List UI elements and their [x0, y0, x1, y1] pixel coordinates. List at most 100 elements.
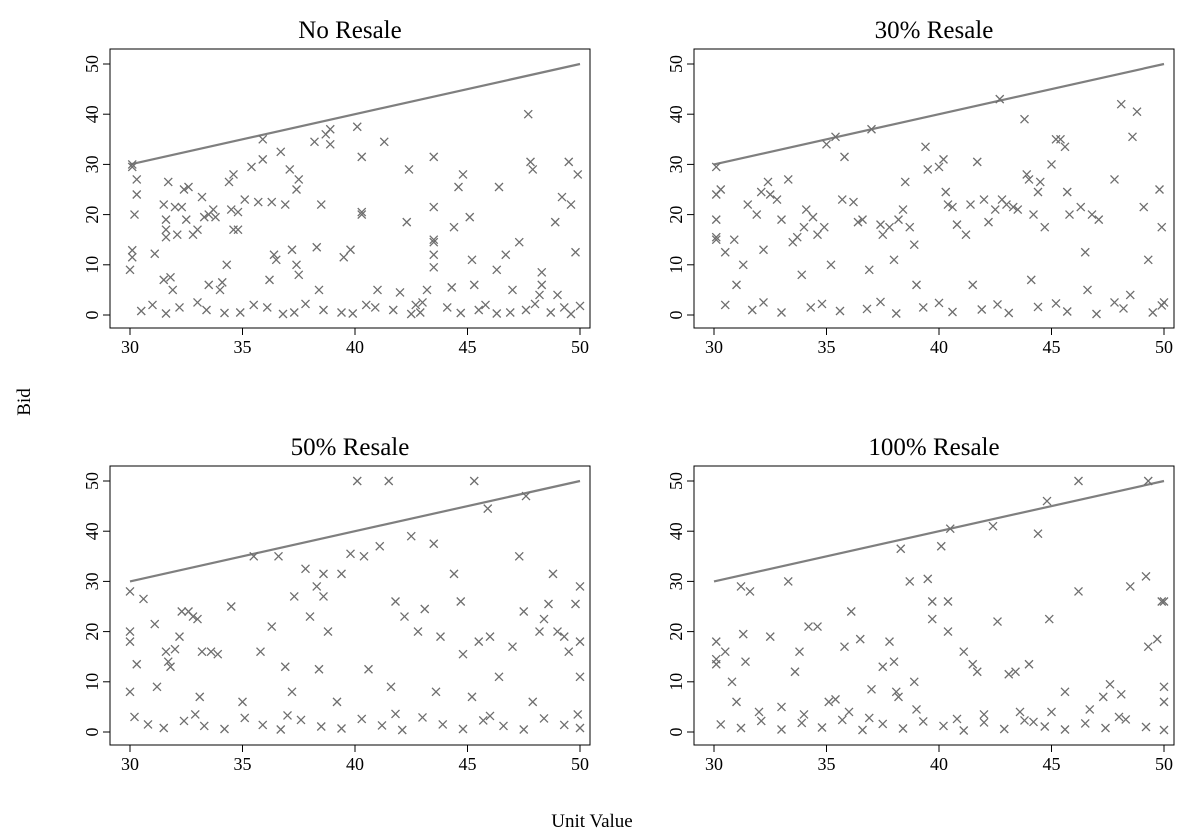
data-point [795, 647, 804, 657]
data-point [159, 275, 169, 285]
data-point [1004, 308, 1014, 318]
data-point [391, 597, 400, 606]
data-point [1157, 222, 1167, 232]
data-point [1083, 285, 1092, 295]
data-point [855, 634, 865, 644]
data-point [346, 245, 355, 255]
x-tick-label: 45 [1043, 337, 1061, 357]
data-point [193, 614, 202, 624]
data-point [898, 724, 908, 733]
data-point [858, 215, 867, 225]
data-point [995, 94, 1005, 104]
y-tick-label: 0 [82, 728, 102, 737]
data-point [878, 719, 888, 729]
data-point [943, 627, 953, 637]
data-point [238, 697, 247, 707]
data-point [514, 551, 524, 561]
data-point [276, 147, 286, 157]
data-point [161, 232, 171, 242]
data-point [179, 716, 189, 726]
data-point [438, 720, 448, 729]
data-point [530, 299, 540, 309]
data-point [289, 592, 299, 601]
y-tick-label: 50 [82, 55, 102, 73]
data-point [514, 237, 524, 247]
data-point [217, 277, 227, 287]
data-point [386, 682, 396, 692]
data-point [267, 197, 277, 207]
data-point [202, 305, 211, 315]
data-point [1128, 132, 1137, 142]
data-point [280, 662, 290, 672]
data-point [566, 309, 576, 319]
data-point [413, 627, 423, 637]
data-point [936, 541, 946, 551]
data-point [1051, 298, 1061, 308]
data-point [1119, 304, 1128, 313]
data-point [319, 305, 328, 315]
data-point [889, 657, 899, 667]
y-tick-label: 50 [666, 472, 686, 490]
data-point [136, 306, 146, 316]
data-point [175, 632, 184, 642]
data-point [968, 280, 978, 290]
data-point [127, 162, 137, 172]
data-point [265, 275, 274, 285]
data-point [346, 549, 355, 559]
data-point [876, 297, 885, 307]
data-point [150, 249, 160, 259]
data-point [161, 225, 171, 235]
plot-frame [109, 48, 591, 329]
data-point [301, 299, 310, 309]
data-point [258, 720, 268, 730]
data-point [314, 664, 324, 674]
data-point [575, 672, 585, 682]
data-point [458, 724, 468, 734]
data-point [732, 697, 741, 707]
data-point [566, 200, 576, 210]
data-point [720, 300, 730, 310]
data-point [337, 308, 346, 317]
data-point [1020, 114, 1029, 124]
data-point [253, 197, 263, 207]
data-point [262, 303, 272, 312]
data-point [1157, 597, 1167, 606]
data-point [867, 684, 876, 694]
data-point [220, 724, 229, 734]
data-point [941, 187, 951, 197]
data-point [1094, 215, 1104, 225]
data-point [759, 245, 768, 255]
x-tick-label: 35 [234, 337, 252, 357]
data-point [132, 175, 142, 184]
data-point [418, 297, 427, 307]
data-point [747, 305, 757, 315]
data-point [148, 300, 157, 310]
data-point [312, 242, 322, 252]
y-tick-label: 20 [82, 206, 102, 224]
data-point [867, 124, 876, 134]
data-point [984, 217, 993, 227]
data-point [571, 247, 580, 257]
data-point [716, 720, 726, 729]
data-point [442, 303, 452, 312]
data-point [179, 185, 189, 194]
x-tick-label: 50 [1155, 754, 1173, 774]
data-point [804, 622, 813, 632]
data-point [792, 232, 802, 242]
data-point [1098, 692, 1108, 702]
data-point [783, 576, 793, 586]
data-point [918, 303, 928, 312]
data-point [508, 285, 517, 295]
data-point [945, 524, 955, 534]
data-point [447, 282, 457, 292]
data-point [429, 152, 439, 162]
data-point [373, 285, 382, 295]
data-point [454, 182, 463, 192]
data-point [519, 725, 529, 734]
data-point [1002, 200, 1011, 210]
data-point [711, 162, 721, 172]
data-point [1092, 309, 1101, 319]
data-point [357, 210, 367, 220]
plot-frame [693, 465, 1175, 746]
